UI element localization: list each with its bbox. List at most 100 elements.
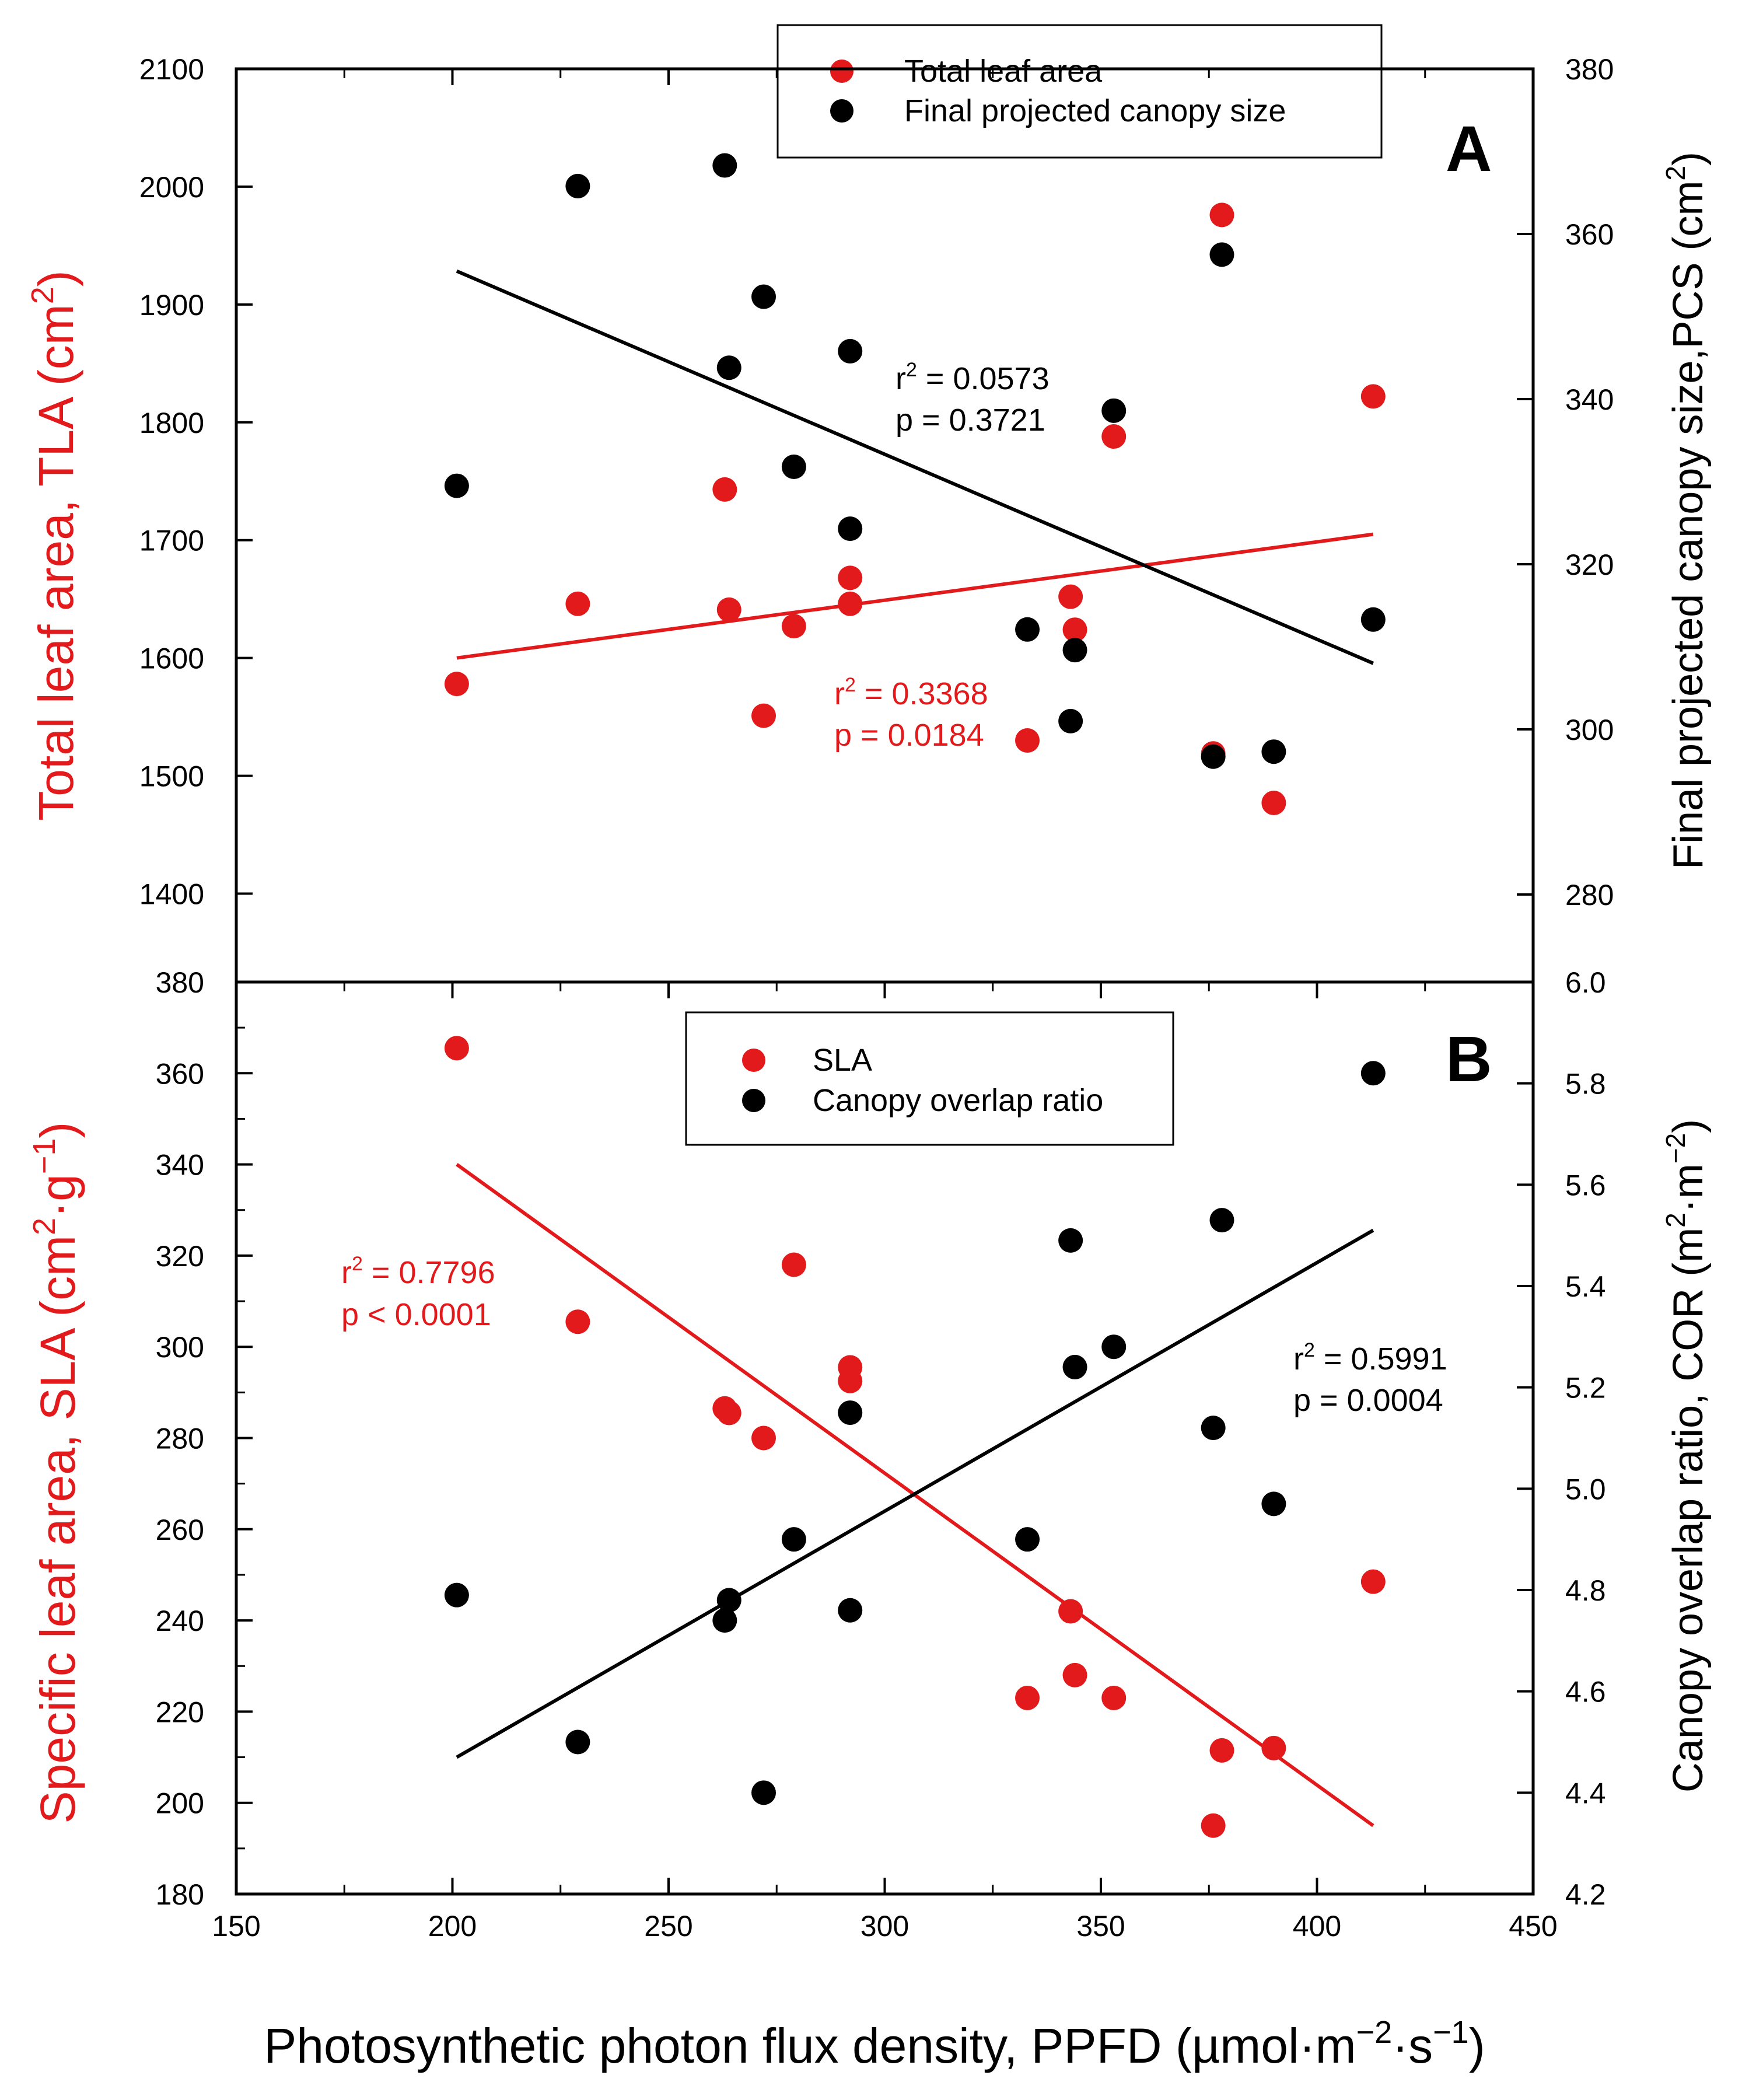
legend-marker-total-leaf-area: [830, 60, 853, 83]
point-sla: [1360, 1569, 1386, 1594]
point-total-leaf-area: [781, 614, 806, 639]
point-total-leaf-area: [1101, 424, 1127, 449]
fit-line-total-leaf-area: [456, 532, 1374, 660]
left-tick-label-b: 340: [156, 1149, 204, 1182]
point-final-projected-canopy-size: [712, 153, 737, 178]
point-final-projected-canopy-size: [1015, 617, 1040, 642]
x-axis-label: Photosynthetic photon flux density, PPFD…: [264, 2015, 1485, 2073]
y-axis-label-right-b: Canopy overlap ratio, COR (m2·m−2): [1660, 1119, 1712, 1792]
right-tick-label-a: 360: [1565, 218, 1614, 251]
point-sla: [781, 1252, 806, 1277]
point-canopy-overlap-ratio: [1062, 1354, 1087, 1379]
point-canopy-overlap-ratio: [838, 1598, 863, 1623]
fit-line-final-projected-canopy-size: [456, 269, 1374, 665]
point-total-leaf-area: [751, 703, 776, 728]
annotation-pcs-r2: r2 = 0.0573: [896, 359, 1050, 396]
point-canopy-overlap-ratio: [1209, 1208, 1234, 1233]
legend-marker-final-projected-canopy-size: [830, 99, 853, 123]
right-tick-label-a: 280: [1565, 879, 1614, 911]
left-tick-label-a: 1700: [139, 525, 204, 557]
x-axis-ticks: 150 200 250 300 350 400 450: [212, 69, 1558, 1942]
panel-a-legend: Total leaf area Final projected canopy s…: [776, 24, 1383, 159]
point-total-leaf-area: [716, 597, 741, 622]
right-tick-label-b: 5.0: [1565, 1473, 1606, 1505]
y-axis-label-left-b: Specific leaf area, SLA (cm2·g−1): [27, 1122, 85, 1824]
left-tick-label-a: 1400: [139, 878, 204, 911]
left-tick-label-b: 200: [156, 1787, 204, 1820]
fit-line-canopy-overlap-ratio: [456, 1228, 1374, 1759]
point-final-projected-canopy-size: [1201, 744, 1226, 769]
left-tick-label-b: 320: [156, 1240, 204, 1273]
point-sla: [751, 1425, 776, 1451]
panel-label-b: B: [1446, 1023, 1492, 1095]
point-final-projected-canopy-size: [1209, 242, 1234, 267]
annotation-sla-p: p < 0.0001: [341, 1297, 491, 1332]
panel-b-axis-ticks: 180 200 220 240 260 280 300 320 340 360 380 4.2 4.4 4…: [156, 966, 1606, 1911]
point-final-projected-canopy-size: [751, 284, 776, 309]
point-sla: [1058, 1599, 1083, 1624]
point-canopy-overlap-ratio: [1058, 1228, 1083, 1253]
point-canopy-overlap-ratio: [781, 1527, 806, 1552]
y-axis-label-right-a: Final projected canopy size,PCS (cm2): [1660, 152, 1712, 869]
left-tick-label-a: 1800: [139, 407, 204, 439]
point-canopy-overlap-ratio: [565, 1729, 590, 1755]
left-tick-label-a: 1600: [139, 642, 204, 675]
point-total-leaf-area: [838, 591, 863, 616]
y-axis-label-left-a: Total leaf area, TLA (cm2): [25, 270, 83, 821]
right-tick-label-b: 4.4: [1565, 1777, 1606, 1809]
right-tick-label-b: 5.6: [1565, 1169, 1606, 1201]
point-canopy-overlap-ratio: [444, 1582, 469, 1608]
point-total-leaf-area: [712, 477, 737, 502]
point-sla: [1261, 1735, 1286, 1760]
legend-label-sla: SLA: [813, 1043, 872, 1078]
point-total-leaf-area: [1058, 584, 1083, 609]
point-final-projected-canopy-size: [781, 455, 806, 480]
x-tick-label: 350: [1076, 1910, 1125, 1942]
x-tick-label: 300: [860, 1910, 909, 1942]
panel-a: 1400 1500 1600 1700 1800 1900 2000 2100 280 300 32…: [25, 24, 1712, 984]
point-final-projected-canopy-size: [1261, 739, 1286, 764]
point-canopy-overlap-ratio: [751, 1780, 776, 1805]
right-tick-label-b: 5.2: [1565, 1372, 1606, 1404]
point-final-projected-canopy-size: [444, 473, 469, 498]
point-sla: [565, 1309, 590, 1334]
point-total-leaf-area: [1360, 384, 1386, 409]
point-final-projected-canopy-size: [838, 516, 863, 541]
point-final-projected-canopy-size: [716, 355, 741, 380]
point-sla: [716, 1400, 741, 1425]
left-tick-label-a: 2000: [139, 171, 204, 204]
point-final-projected-canopy-size: [1058, 708, 1083, 733]
point-canopy-overlap-ratio: [838, 1400, 863, 1425]
panel-b-points: [444, 1036, 1386, 1838]
left-tick-label-b: 360: [156, 1057, 204, 1090]
point-sla: [1062, 1662, 1087, 1687]
point-total-leaf-area: [1015, 728, 1040, 753]
point-canopy-overlap-ratio: [1360, 1061, 1386, 1086]
x-tick-label: 450: [1509, 1910, 1557, 1942]
point-total-leaf-area: [838, 565, 863, 590]
legend-marker-canopy-overlap-ratio: [742, 1089, 765, 1112]
point-total-leaf-area: [1261, 791, 1286, 816]
right-tick-label-b: 4.2: [1565, 1878, 1606, 1911]
point-final-projected-canopy-size: [1062, 638, 1087, 663]
point-sla: [1209, 1738, 1234, 1763]
legend-label-canopy-overlap-ratio: Canopy overlap ratio: [813, 1083, 1103, 1118]
left-tick-label-b: 240: [156, 1605, 204, 1637]
point-sla: [444, 1036, 469, 1061]
x-tick-label: 200: [428, 1910, 477, 1942]
x-tick-label: 150: [212, 1910, 260, 1942]
left-tick-label-a: 2100: [139, 53, 204, 86]
left-tick-label-a: 1500: [139, 760, 204, 793]
panel-b-fit-lines: [456, 1163, 1374, 1828]
left-tick-label-b: 220: [156, 1696, 204, 1728]
legend-label-total-leaf-area: Total leaf area: [904, 54, 1103, 89]
point-total-leaf-area: [444, 672, 469, 697]
annotation-tla-r2: r2 = 0.3368: [834, 674, 988, 711]
panel-a-fit-lines: [456, 269, 1374, 665]
point-final-projected-canopy-size: [565, 173, 590, 198]
point-canopy-overlap-ratio: [716, 1588, 741, 1613]
right-tick-label-a: 380: [1565, 53, 1614, 86]
point-total-leaf-area: [1062, 617, 1087, 642]
left-tick-label-b: 380: [156, 966, 204, 999]
